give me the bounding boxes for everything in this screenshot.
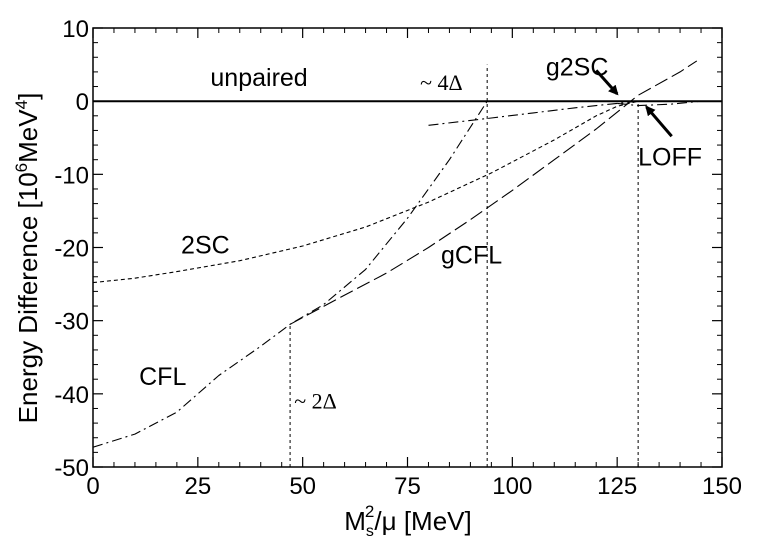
series-cfl-line (93, 100, 488, 448)
x-tick-label-0: 0 (86, 473, 99, 500)
arrow-loff (645, 105, 673, 138)
series-gcfl-line (289, 60, 698, 325)
annotation-g2SC: g2SC (546, 54, 609, 82)
y-axis-title: Energy Difference [106MeV4] (12, 93, 43, 424)
y-axis-title-mid: MeV (13, 109, 43, 163)
y-tick-label--40: -40 (54, 382, 89, 409)
annotation-unpaired: unpaired (210, 64, 307, 92)
x-axis-title-sub: s (366, 523, 374, 540)
x-axis-title-main: M (344, 506, 366, 536)
annotation-LOFF: LOFF (638, 144, 702, 172)
x-tick-label-50: 50 (289, 473, 316, 500)
x-tick-label-75: 75 (394, 473, 421, 500)
annotation-two-delta: ~ 2Δ (294, 388, 337, 413)
x-tick-label-100: 100 (492, 473, 532, 500)
y-tick-label-10: 10 (62, 16, 89, 43)
y-tick-label--10: -10 (54, 162, 89, 189)
y-tick-label--20: -20 (54, 236, 89, 263)
series-group (93, 60, 722, 448)
x-axis-title-sup: 2 (365, 502, 374, 521)
annotation-four-delta: ~ 4Δ (420, 70, 463, 95)
series-2sc-line (93, 100, 639, 284)
arrow-g2sc (595, 69, 619, 96)
y-tick-label-0: 0 (76, 89, 89, 116)
x-tick-label-25: 25 (184, 473, 211, 500)
annotation-gCFL: gCFL (441, 242, 502, 270)
x-axis-title-rest: /μ [MeV] (374, 506, 471, 536)
y-axis-title-end: ] (13, 93, 43, 100)
annotation-2SC: 2SC (181, 231, 230, 259)
series-g2sc-line (428, 100, 639, 126)
y-axis-title-sup1: 6 (12, 163, 31, 172)
annotation-CFL: CFL (139, 363, 186, 391)
plot-area: 0 25 50 75 100 125 150100-10-20-30-40-50unpair… (54, 16, 742, 500)
y-axis-title-sup2: 4 (12, 100, 31, 109)
x-tick-label-150: 150 (702, 473, 742, 500)
y-axis-title-main: Energy Difference [10 (13, 172, 43, 423)
y-tick-label--30: -30 (54, 309, 89, 336)
x-tick-label-125: 125 (597, 473, 637, 500)
x-axis-title: Ms 2/μ [MeV] (344, 502, 471, 540)
series-loff-line (617, 100, 702, 107)
y-tick-label--50: -50 (54, 455, 89, 482)
